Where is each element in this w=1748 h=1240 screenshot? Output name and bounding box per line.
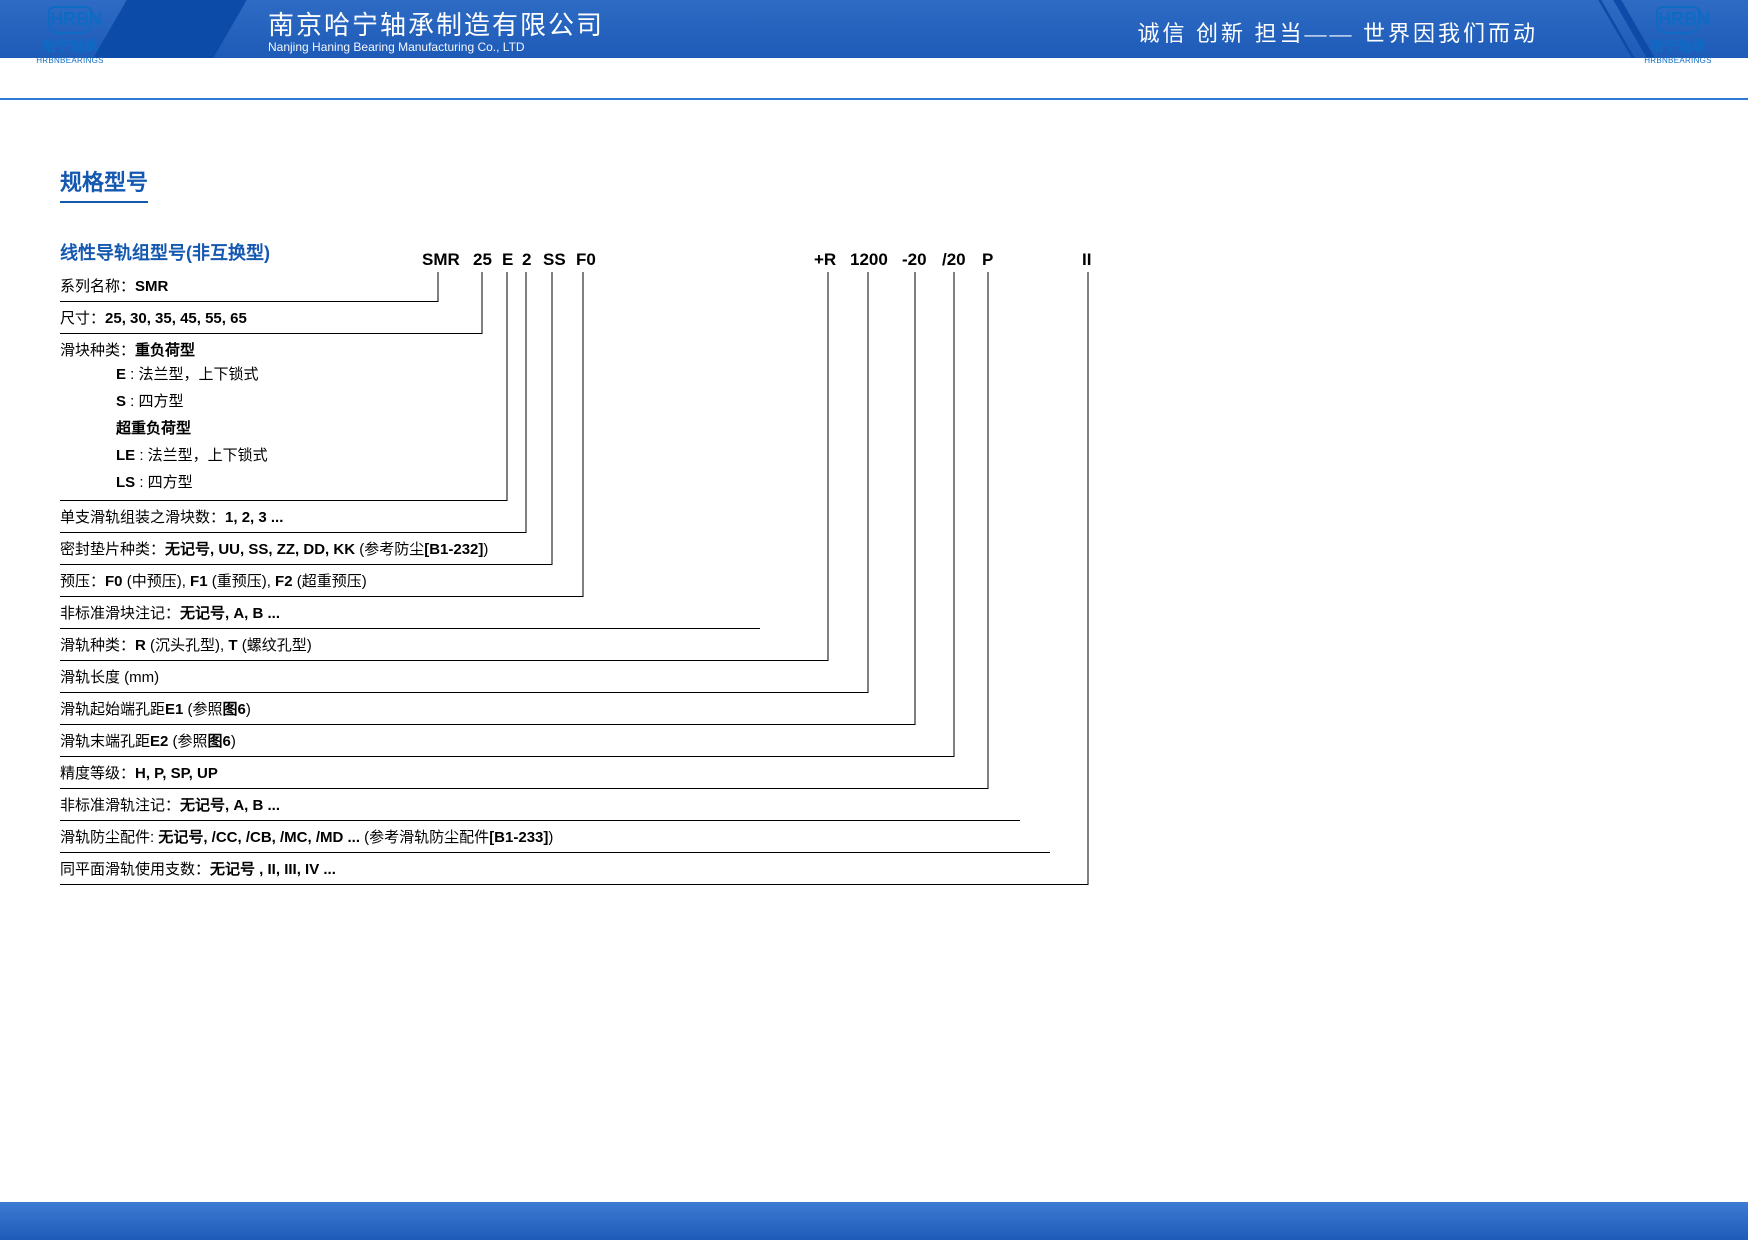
model-code-segment: /20 xyxy=(942,250,966,270)
spec-row: 滑轨长度 (mm) xyxy=(60,661,868,693)
spec-row: 滑轨末端孔距E2 (参照图6) xyxy=(60,725,954,757)
logo-en: HRBNBEARINGS xyxy=(1633,56,1723,65)
logo-cn: 哈宁轴承 xyxy=(1633,36,1723,56)
spec-rows: 系列名称：SMR 尺寸：25, 30, 35, 45, 55, 65 滑块种类：重负… xyxy=(60,270,1020,885)
spec-row-text: 精度等级：H, P, SP, UP xyxy=(60,765,218,782)
spec-row: 尺寸：25, 30, 35, 45, 55, 65 xyxy=(60,302,482,334)
spec-row: 非标准滑块注记：无记号, A, B ... xyxy=(60,597,760,629)
spec-row-text: 滑轨起始端孔距E1 (参照图6) xyxy=(60,701,251,718)
spec-row: 非标准滑轨注记：无记号, A, B ... xyxy=(60,789,1020,821)
model-code-segment: F0 xyxy=(576,250,596,270)
logo-mark: HRBN xyxy=(1656,6,1700,34)
model-code-segment: +R xyxy=(814,250,836,270)
spec-row-text: 同平面滑轨使用支数：无记号 , II, III, IV ... xyxy=(60,861,336,878)
spec-row-text: 滑块种类：重负荷型 xyxy=(60,342,195,359)
model-code-segment: -20 xyxy=(902,250,927,270)
spec-row: 滑轨种类：R (沉头孔型), T (螺纹孔型) xyxy=(60,629,828,661)
model-code-segment: II xyxy=(1082,250,1091,270)
spec-row-text: 非标准滑块注记：无记号, A, B ... xyxy=(60,605,280,622)
model-code-segment: SS xyxy=(543,250,566,270)
spec-row: 滑轨防尘配件: 无记号, /CC, /CB, /MC, /MD ... (参考滑… xyxy=(60,821,1050,853)
logo-left: HRBN 哈宁轴承 HRBNBEARINGS xyxy=(25,6,115,65)
spec-row-text: 滑轨长度 (mm) xyxy=(60,669,159,686)
spec-row-text: 密封垫片种类：无记号, UU, SS, ZZ, DD, KK (参考防尘[B1-… xyxy=(60,541,488,558)
company-en: Nanjing Haning Bearing Manufacturing Co.… xyxy=(268,40,604,54)
model-code-segment: SMR xyxy=(422,250,460,270)
company-block: 南京哈宁轴承制造有限公司 Nanjing Haning Bearing Manu… xyxy=(268,5,604,54)
spec-row-sub: LS : 四方型 xyxy=(116,468,507,495)
spec-row-text: 滑轨末端孔距E2 (参照图6) xyxy=(60,733,236,750)
logo-mark: HRBN xyxy=(48,6,92,34)
header-accent xyxy=(1598,0,1634,58)
model-code-segment: 1200 xyxy=(850,250,888,270)
model-code-segment: 2 xyxy=(522,250,531,270)
slogan: 诚信 创新 担当—— 世界因我们而动 xyxy=(1137,16,1538,48)
divider xyxy=(0,98,1748,100)
spec-row-text: 预压：F0 (中预压), F1 (重预压), F2 (超重预压) xyxy=(60,573,367,590)
spec-row-text: 滑轨种类：R (沉头孔型), T (螺纹孔型) xyxy=(60,637,312,654)
spec-row: 同平面滑轨使用支数：无记号 , II, III, IV ... xyxy=(60,853,1088,885)
spec-row-text: 尺寸：25, 30, 35, 45, 55, 65 xyxy=(60,310,247,327)
spec-row-text: 系列名称：SMR xyxy=(60,278,168,295)
spec-row-text: 滑轨防尘配件: 无记号, /CC, /CB, /MC, /MD ... (参考滑… xyxy=(60,829,553,846)
spec-row: 单支滑轨组装之滑块数：1, 2, 3 ... xyxy=(60,501,526,533)
model-code-segment: P xyxy=(982,250,993,270)
footer-band xyxy=(0,1202,1748,1240)
spec-row-text: 非标准滑轨注记：无记号, A, B ... xyxy=(60,797,280,814)
spec-row: 预压：F0 (中预压), F1 (重预压), F2 (超重预压) xyxy=(60,565,583,597)
spec-row: 滑轨起始端孔距E1 (参照图6) xyxy=(60,693,915,725)
model-code-segment: 25 xyxy=(473,250,492,270)
logo-right: HRBN 哈宁轴承 HRBNBEARINGS xyxy=(1633,6,1723,65)
spec-row-sub: S : 四方型 xyxy=(116,387,507,414)
spec-row-text: 单支滑轨组装之滑块数：1, 2, 3 ... xyxy=(60,509,283,526)
spec-row: 滑块种类：重负荷型E : 法兰型，上下锁式S : 四方型超重负荷型LE : 法兰… xyxy=(60,334,507,501)
spec-row-sub: 超重负荷型 xyxy=(116,414,507,441)
logo-cn: 哈宁轴承 xyxy=(25,36,115,56)
model-code-segment: E xyxy=(502,250,513,270)
section-title: 规格型号 xyxy=(60,165,148,203)
spec-row: 精度等级：H, P, SP, UP xyxy=(60,757,988,789)
logo-en: HRBNBEARINGS xyxy=(25,56,115,65)
company-cn: 南京哈宁轴承制造有限公司 xyxy=(268,5,604,42)
spec-row: 密封垫片种类：无记号, UU, SS, ZZ, DD, KK (参考防尘[B1-… xyxy=(60,533,552,565)
spec-row-sub: LE : 法兰型，上下锁式 xyxy=(116,441,507,468)
spec-row-sub: E : 法兰型，上下锁式 xyxy=(116,360,507,387)
spec-row: 系列名称：SMR xyxy=(60,270,438,302)
